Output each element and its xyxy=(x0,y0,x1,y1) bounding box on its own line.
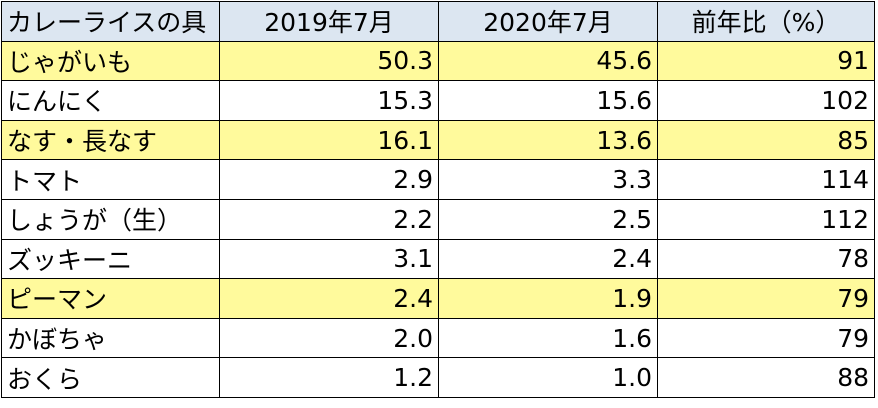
item-cell: にんにく xyxy=(1,80,220,121)
item-cell: おくら xyxy=(1,357,220,398)
value-cell: 3.3 xyxy=(438,159,658,200)
value-cell: 2.4 xyxy=(438,238,658,280)
value-cell: 50.3 xyxy=(219,40,439,82)
value-cell: 112 xyxy=(657,198,875,240)
value-cell: 45.6 xyxy=(438,40,658,82)
table-row: かぼちゃ 2.0 1.6 79 xyxy=(1,317,875,359)
table-row: しょうが（生） 2.2 2.5 112 xyxy=(1,198,875,240)
header-cell: カレーライスの具 xyxy=(1,1,220,42)
item-cell: なす・長なす xyxy=(1,119,220,161)
table-body: カレーライスの具 2019年7月 2020年7月 前年比（%） じゃがいも 50.… xyxy=(1,1,875,398)
table-row: じゃがいも 50.3 45.6 91 xyxy=(1,40,875,82)
value-cell: 2.0 xyxy=(219,317,439,359)
item-cell: かぼちゃ xyxy=(1,317,220,359)
header-cell: 2020年7月 xyxy=(438,1,658,42)
table-row: ズッキーニ 3.1 2.4 78 xyxy=(1,238,875,280)
header-cell: 前年比（%） xyxy=(657,1,875,42)
value-cell: 79 xyxy=(657,278,875,319)
value-cell: 91 xyxy=(657,40,875,82)
value-cell: 2.9 xyxy=(219,159,439,200)
data-table: カレーライスの具 2019年7月 2020年7月 前年比（%） じゃがいも 50.… xyxy=(1,1,875,398)
value-cell: 78 xyxy=(657,238,875,280)
value-cell: 85 xyxy=(657,119,875,161)
value-cell: 15.6 xyxy=(438,80,658,121)
table-row: ピーマン 2.4 1.9 79 xyxy=(1,278,875,319)
table-row: トマト 2.9 3.3 114 xyxy=(1,159,875,200)
value-cell: 16.1 xyxy=(219,119,439,161)
item-cell: トマト xyxy=(1,159,220,200)
value-cell: 13.6 xyxy=(438,119,658,161)
item-cell: じゃがいも xyxy=(1,40,220,82)
value-cell: 102 xyxy=(657,80,875,121)
value-cell: 2.5 xyxy=(438,198,658,240)
value-cell: 1.0 xyxy=(438,357,658,398)
value-cell: 1.9 xyxy=(438,278,658,319)
item-cell: しょうが（生） xyxy=(1,198,220,240)
table-row: なす・長なす 16.1 13.6 85 xyxy=(1,119,875,161)
header-row: カレーライスの具 2019年7月 2020年7月 前年比（%） xyxy=(1,1,875,42)
value-cell: 15.3 xyxy=(219,80,439,121)
value-cell: 1.6 xyxy=(438,317,658,359)
value-cell: 79 xyxy=(657,317,875,359)
value-cell: 114 xyxy=(657,159,875,200)
table-row: おくら 1.2 1.0 88 xyxy=(1,357,875,398)
table-row: にんにく 15.3 15.6 102 xyxy=(1,80,875,121)
header-cell: 2019年7月 xyxy=(219,1,439,42)
value-cell: 2.2 xyxy=(219,198,439,240)
value-cell: 2.4 xyxy=(219,278,439,319)
value-cell: 3.1 xyxy=(219,238,439,280)
value-cell: 1.2 xyxy=(219,357,439,398)
item-cell: ピーマン xyxy=(1,278,220,319)
value-cell: 88 xyxy=(657,357,875,398)
item-cell: ズッキーニ xyxy=(1,238,220,280)
